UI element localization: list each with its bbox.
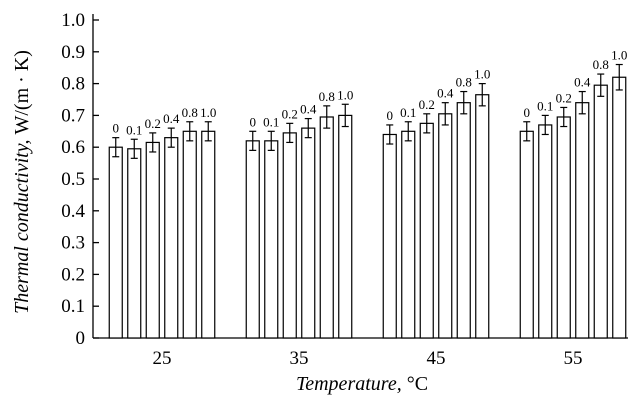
bar-label: 0.2 bbox=[282, 106, 298, 121]
bar bbox=[519, 130, 534, 339]
bar bbox=[456, 102, 471, 339]
x-tick-label: 35 bbox=[290, 348, 309, 369]
y-tick-label: 0.3 bbox=[61, 233, 85, 254]
bar-label: 0 bbox=[387, 108, 394, 123]
bar bbox=[301, 127, 316, 339]
x-tick-label: 25 bbox=[153, 348, 172, 369]
bar bbox=[108, 146, 123, 339]
bar-label: 0.4 bbox=[300, 102, 317, 117]
y-tick-label: 0.7 bbox=[61, 105, 85, 126]
bar bbox=[264, 140, 279, 339]
bar-label: 0.8 bbox=[319, 89, 335, 104]
bar-label: 0.1 bbox=[400, 105, 416, 120]
y-tick-label: 0.8 bbox=[61, 74, 85, 95]
x-label-text: Temperature, bbox=[296, 373, 402, 395]
bar-label: 1.0 bbox=[611, 48, 627, 63]
bar bbox=[475, 94, 490, 339]
bar-label: 1.0 bbox=[200, 105, 216, 120]
bar-label: 0.2 bbox=[419, 97, 435, 112]
bar-label: 0.4 bbox=[163, 111, 180, 126]
y-tick-label: 0 bbox=[76, 328, 86, 349]
bar bbox=[556, 116, 571, 339]
x-label-unit: °C bbox=[407, 373, 428, 395]
bar-label: 0 bbox=[250, 114, 257, 129]
bar bbox=[612, 76, 627, 339]
bar bbox=[401, 130, 416, 339]
bar bbox=[575, 102, 590, 339]
bar bbox=[419, 122, 434, 339]
bar-label: 0.4 bbox=[574, 75, 591, 90]
bar bbox=[164, 137, 179, 339]
bar-label: 1.0 bbox=[337, 87, 353, 102]
bar bbox=[382, 133, 397, 339]
bar-label: 0 bbox=[113, 121, 120, 136]
bar-label: 1.0 bbox=[474, 67, 490, 82]
bar-label: 0.8 bbox=[456, 75, 472, 90]
bar-label: 0.1 bbox=[537, 98, 553, 113]
y-tick-label: 0.4 bbox=[61, 201, 85, 222]
bar-label: 0.8 bbox=[593, 57, 609, 72]
bar-label: 0 bbox=[524, 105, 531, 120]
y-tick-label: 0.2 bbox=[61, 264, 85, 285]
bar-label: 0.1 bbox=[126, 122, 142, 137]
y-axis-label: Thermal conductivity, W/(m · K) bbox=[11, 50, 33, 314]
x-tick-label: 55 bbox=[564, 348, 583, 369]
bar bbox=[319, 116, 334, 339]
bar bbox=[438, 113, 453, 339]
x-tick-label: 45 bbox=[427, 348, 446, 369]
y-label-unit: W/(m · K) bbox=[11, 50, 33, 134]
bar bbox=[182, 130, 197, 339]
bar-label: 0.8 bbox=[182, 105, 198, 120]
y-tick-label: 0.1 bbox=[61, 296, 85, 317]
bar bbox=[282, 132, 297, 339]
bar bbox=[127, 148, 142, 339]
bar-label: 0.4 bbox=[437, 86, 454, 101]
bar bbox=[538, 124, 553, 339]
bar bbox=[245, 140, 260, 339]
bar bbox=[201, 130, 216, 339]
bar bbox=[338, 114, 353, 339]
y-tick-label: 0.6 bbox=[61, 137, 85, 158]
y-tick-label: 0.5 bbox=[61, 169, 85, 190]
bar-label: 0.2 bbox=[145, 116, 161, 131]
y-tick-label: 0.9 bbox=[61, 42, 85, 63]
y-tick-label: 1.0 bbox=[61, 10, 85, 31]
bar bbox=[145, 141, 160, 339]
y-label-text: Thermal conductivity, bbox=[11, 140, 33, 314]
bar-label: 0.2 bbox=[556, 90, 572, 105]
bar-label: 0.1 bbox=[263, 114, 279, 129]
x-axis-label: Temperature, °C bbox=[296, 373, 428, 395]
bar bbox=[593, 84, 608, 339]
